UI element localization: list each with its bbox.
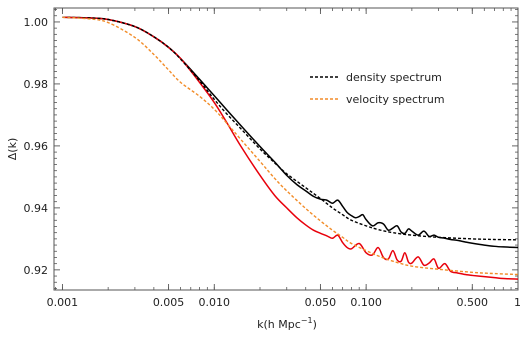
y-axis-label: Δ(k) [6, 138, 19, 160]
y-tick-label: 0.94 [24, 202, 49, 215]
series-layer [62, 16, 519, 280]
y-tick-label: 0.98 [24, 78, 49, 91]
plot-frame [53, 7, 519, 291]
x-tick-label: 0.001 [47, 296, 79, 309]
y-axis: 0.92 0.94 0.96 0.98 1.00 [24, 9, 518, 289]
y-tick-label: 1.00 [24, 16, 49, 29]
x-tick-label: 0.500 [457, 296, 489, 309]
series-line-black-solid [62, 16, 519, 249]
y-tick-label: 0.96 [24, 140, 49, 153]
x-tick-label: 1 [514, 296, 521, 309]
legend: density spectrum velocity spectrum [310, 71, 445, 106]
series-line-velocity-spectrum [62, 16, 519, 276]
x-tick-label: 0.100 [350, 296, 382, 309]
x-axis-label: k(h Mpc−1) [257, 316, 317, 331]
y-tick-label: 0.92 [24, 264, 49, 277]
x-tick-label: 0.010 [199, 296, 231, 309]
x-tick-label: 0.005 [153, 296, 185, 309]
series-line-red-solid [62, 16, 519, 280]
x-axis: 0.001 0.005 0.010 0.050 0.100 0.500 1 [47, 8, 521, 309]
legend-label-velocity-spectrum: velocity spectrum [346, 93, 445, 106]
legend-label-density-spectrum: density spectrum [346, 71, 442, 84]
series-line-density-spectrum [62, 16, 519, 241]
x-tick-label: 0.050 [305, 296, 337, 309]
